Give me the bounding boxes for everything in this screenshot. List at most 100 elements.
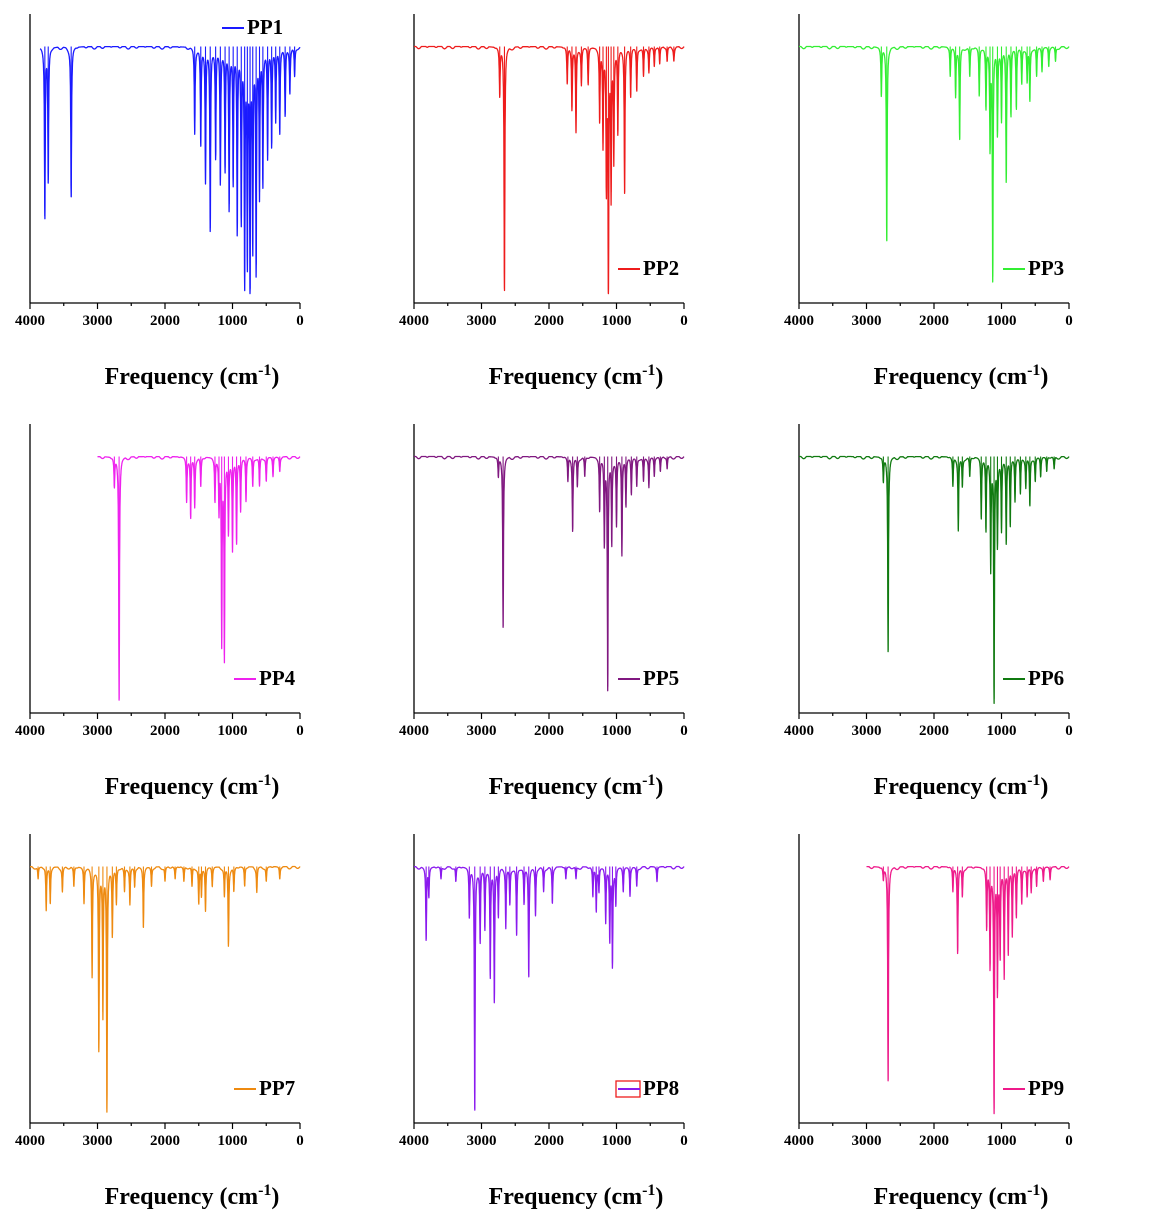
spectrum-line-PP7 [29,865,301,1113]
x-tick-label: 2000 [919,313,949,329]
legend-label: PP4 [259,666,296,690]
x-axis-title-exponent: -1 [258,1182,272,1199]
x-tick-label: 1000 [602,1133,632,1149]
spectrum-plot: 4000 3000 2000 1000 0 PP3 [784,14,1073,329]
x-tick-label: 2000 [150,723,180,739]
x-tick-label: 3000 [83,1133,113,1149]
x-axis-title-close: ) [655,774,664,800]
spectrum-plot: 4000 3000 2000 1000 0 PP7 [15,834,304,1149]
x-tick-label: 3000 [83,313,113,329]
spectrum-line-PP8 [413,865,685,1111]
x-tick-label: 0 [680,1133,688,1149]
spectrum-line-PP9 [865,865,1070,1115]
x-tick-label: 2000 [919,1133,949,1149]
x-tick-label: 2000 [150,1133,180,1149]
x-axis-title-close: ) [655,364,664,390]
x-tick-label: 4000 [399,313,429,329]
x-axis-title-text: Frequency (cm [488,774,643,800]
x-tick-label: 1000 [987,1133,1017,1149]
x-tick-label: 0 [1065,723,1073,739]
x-axis-title-exponent: -1 [258,772,272,789]
x-tick-label: 0 [296,723,304,739]
spectrum-panel-5: 4000 3000 2000 1000 0 PP5 Frequency (cm-1) [384,410,768,820]
spectrum-line-PP5 [413,455,685,692]
x-tick-label: 4000 [15,723,45,739]
legend-label: PP8 [643,1076,679,1100]
x-axis-title-exponent: -1 [642,772,656,789]
x-tick-label: 1000 [218,723,248,739]
x-axis-title-exponent: -1 [1027,772,1041,789]
spectrum-panel-2: 4000 3000 2000 1000 0 PP2 Frequency (cm-1) [384,0,768,410]
x-axis-title-text: Frequency (cm [488,1184,643,1210]
x-tick-label: 4000 [15,1133,45,1149]
x-axis-title-close: ) [271,364,280,390]
x-tick-label: 3000 [83,723,113,739]
x-axis-title-exponent: -1 [258,362,272,379]
x-tick-label: 4000 [784,723,814,739]
x-axis-title-close: ) [271,1184,280,1210]
legend-label: PP2 [643,256,679,280]
x-tick-label: 0 [680,313,688,329]
x-axis-title-text: Frequency (cm [104,364,259,390]
spectrum-plot: 4000 3000 2000 1000 0 PP4 [15,424,304,739]
x-tick-label: 3000 [467,313,497,329]
x-axis-title: Frequency (cm-1) [384,1182,768,1211]
legend-label: PP1 [247,15,283,39]
x-tick-label: 3000 [852,723,882,739]
spectrum-plot: 4000 3000 2000 1000 0 PP1 [15,14,304,329]
x-tick-label: 4000 [399,1133,429,1149]
x-axis-title: Frequency (cm-1) [0,772,384,801]
x-tick-label: 1000 [218,1133,248,1149]
x-axis-title-close: ) [1040,1184,1049,1210]
x-axis-title: Frequency (cm-1) [769,362,1153,391]
spectrum-line-PP6 [798,455,1070,705]
x-axis-title-close: ) [271,774,280,800]
x-tick-label: 4000 [784,1133,814,1149]
spectrum-plot: 4000 3000 2000 1000 0 PP9 [784,834,1073,1149]
x-axis-title: Frequency (cm-1) [0,362,384,391]
x-tick-label: 3000 [467,1133,497,1149]
x-axis-title: Frequency (cm-1) [769,1182,1153,1211]
x-tick-label: 0 [296,313,304,329]
spectrum-panel-6: 4000 3000 2000 1000 0 PP6 Frequency (cm-1) [769,410,1153,820]
x-axis-title-text: Frequency (cm [104,774,259,800]
legend-label: PP6 [1028,666,1064,690]
spectrum-line-PP1 [39,45,301,295]
legend-label: PP9 [1028,1076,1064,1100]
x-tick-label: 2000 [919,723,949,739]
x-axis-title: Frequency (cm-1) [0,1182,384,1211]
spectrum-panel-8: 4000 3000 2000 1000 0 PP8 Frequency (cm-1) [384,820,768,1230]
spectrum-line-PP2 [413,45,685,295]
x-axis-title-close: ) [1040,774,1049,800]
x-tick-label: 3000 [467,723,497,739]
x-axis-title-text: Frequency (cm [873,774,1028,800]
x-tick-label: 1000 [602,313,632,329]
legend-label: PP7 [259,1076,295,1100]
x-axis-title: Frequency (cm-1) [769,772,1153,801]
x-tick-label: 4000 [784,313,814,329]
spectrum-panel-7: 4000 3000 2000 1000 0 PP7 Frequency (cm-1) [0,820,384,1230]
legend-label: PP3 [1028,256,1064,280]
x-tick-label: 1000 [602,723,632,739]
spectrum-plot: 4000 3000 2000 1000 0 PP6 [784,424,1073,739]
x-tick-label: 2000 [150,313,180,329]
x-axis-title-exponent: -1 [1027,1182,1041,1199]
x-axis-title-exponent: -1 [642,362,656,379]
x-tick-label: 2000 [534,1133,564,1149]
x-tick-label: 4000 [15,313,45,329]
x-tick-label: 0 [1065,1133,1073,1149]
x-tick-label: 2000 [534,723,564,739]
x-axis-title-exponent: -1 [642,1182,656,1199]
x-tick-label: 4000 [399,723,429,739]
x-axis-title: Frequency (cm-1) [384,772,768,801]
x-tick-label: 3000 [852,1133,882,1149]
spectrum-plot: 4000 3000 2000 1000 0 PP5 [399,424,688,739]
x-axis-title-text: Frequency (cm [873,364,1028,390]
x-tick-label: 2000 [534,313,564,329]
x-tick-label: 0 [680,723,688,739]
spectrum-panel-1: 4000 3000 2000 1000 0 PP1 Frequency (cm-1) [0,0,384,410]
spectrum-plot: 4000 3000 2000 1000 0 PP8 [399,834,688,1149]
x-axis-title-text: Frequency (cm [873,1184,1028,1210]
x-tick-label: 3000 [852,313,882,329]
